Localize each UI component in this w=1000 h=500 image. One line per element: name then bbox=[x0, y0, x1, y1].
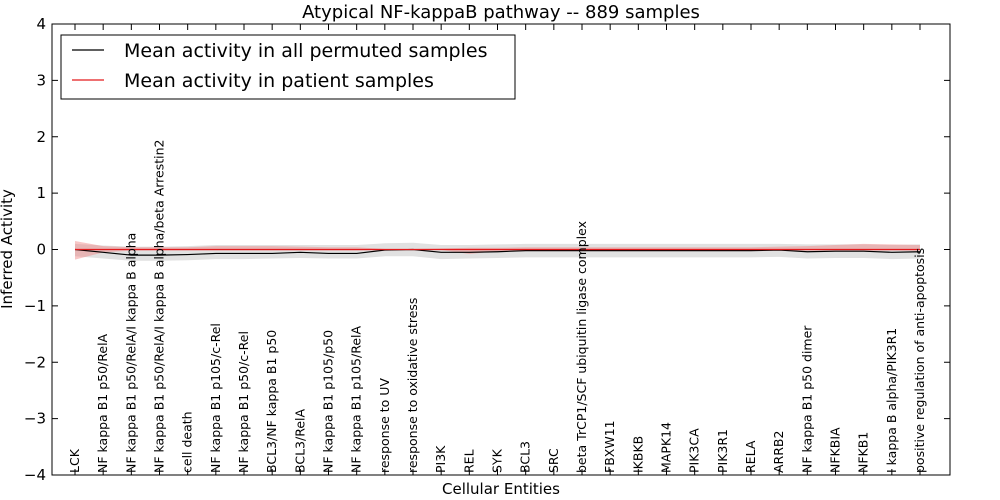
series-lines bbox=[74, 248, 921, 256]
x-tick-label: NFKB1 bbox=[856, 432, 871, 473]
x-tick-label: NFKBIA bbox=[828, 427, 843, 473]
x-tick-label: FBXW11 bbox=[602, 420, 617, 473]
y-axis: −4 −3 −2 −1 0 1 2 3 4 bbox=[24, 15, 950, 484]
legend-entry-patient: Mean activity in patient samples bbox=[124, 70, 434, 92]
x-tick-label: cell death bbox=[180, 411, 195, 473]
x-tick-label: positive regulation of anti-apoptosis bbox=[912, 248, 927, 473]
x-tick-label: PIK3CA bbox=[687, 428, 702, 473]
y-tick-label: −1 bbox=[24, 297, 46, 315]
x-tick-label: NF kappa B1 p105/c-Rel bbox=[208, 323, 223, 473]
x-tick-label: BCL3/NF kappa B1 p50 bbox=[264, 330, 279, 473]
x-tick-label: NF kappa B1 p50/RelA bbox=[95, 333, 110, 473]
x-tick-label: REL bbox=[461, 449, 476, 473]
x-tick-label: RELA bbox=[743, 440, 758, 473]
x-tick-label: response to UV bbox=[377, 378, 392, 473]
x-tick-label: PIK3R1 bbox=[715, 429, 730, 473]
y-tick-label: 3 bbox=[36, 71, 46, 89]
legend: Mean activity in all permuted samples Me… bbox=[60, 34, 516, 100]
y-tick-label: −3 bbox=[24, 410, 46, 428]
x-tick-label: NF kappa B1 p105/RelA bbox=[349, 326, 364, 473]
y-tick-label: 4 bbox=[36, 15, 46, 33]
x-tick-label: SRC bbox=[546, 448, 561, 473]
chart-title: Atypical NF-kappaB pathway -- 889 sample… bbox=[302, 2, 700, 23]
x-axis: LCK NF kappa B1 p50/RelA NF kappa B1 p50/R… bbox=[67, 24, 927, 475]
y-axis-label: Inferred Activity bbox=[0, 189, 16, 309]
y-tick-label: −4 bbox=[24, 466, 46, 484]
x-tick-label: I kappa B alpha/PIK3R1 bbox=[884, 328, 899, 473]
x-tick-label: IKBKB bbox=[630, 436, 645, 473]
y-tick-label: 1 bbox=[36, 184, 46, 202]
y-tick-label: 2 bbox=[36, 128, 46, 146]
x-tick-label: NF kappa B1 p50/RelA/I kappa B alpha/bet… bbox=[152, 140, 167, 474]
band-series-1 bbox=[75, 241, 920, 260]
x-tick-label: beta TrCP1/SCF ubiquitin ligase complex bbox=[574, 221, 589, 473]
x-tick-label: SYK bbox=[490, 448, 505, 473]
x-tick-label: response to oxidative stress bbox=[405, 298, 420, 473]
x-tick-label: BCL3 bbox=[518, 441, 533, 473]
x-tick-label: NF kappa B1 p50/c-Rel bbox=[236, 331, 251, 473]
x-tick-label: NF kappa B1 p50 dimer bbox=[799, 325, 814, 473]
x-tick-label: NF kappa B1 p50/RelA/I kappa B alpha bbox=[123, 233, 138, 473]
x-tick-label: MAPK14 bbox=[659, 422, 674, 473]
y-tick-label: 0 bbox=[36, 241, 46, 259]
x-tick-label: PI3K bbox=[433, 445, 448, 473]
x-axis-label: Cellular Entities bbox=[442, 480, 560, 498]
x-tick-label: ARRB2 bbox=[771, 431, 786, 473]
legend-entry-permuted: Mean activity in all permuted samples bbox=[124, 40, 487, 62]
x-tick-label: NF kappa B1 p105/p50 bbox=[321, 330, 336, 473]
legend-box bbox=[60, 34, 516, 100]
x-tick-label: BCL3/RelA bbox=[292, 409, 307, 473]
x-tick-label: LCK bbox=[67, 448, 82, 473]
y-tick-label: −2 bbox=[24, 353, 46, 371]
